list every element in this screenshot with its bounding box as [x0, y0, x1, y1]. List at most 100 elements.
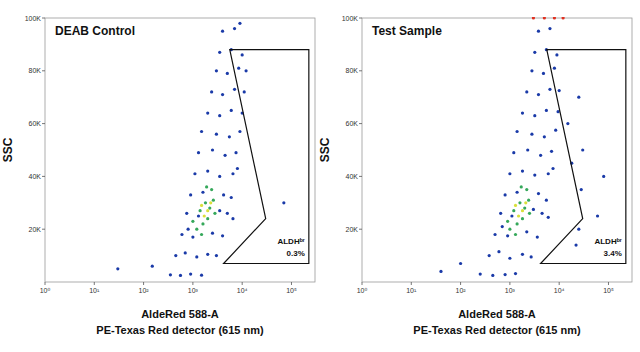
event-point — [218, 114, 221, 117]
gate — [541, 50, 626, 264]
plot-frame — [45, 18, 315, 282]
y-axis-label: SSC — [1, 137, 15, 162]
x-tick — [509, 282, 510, 285]
event-point — [521, 170, 524, 173]
event-point — [282, 201, 285, 204]
x-tick — [559, 282, 560, 285]
event-point — [233, 88, 236, 91]
event-point — [221, 234, 224, 237]
event-point — [493, 233, 496, 236]
event-point — [200, 204, 203, 207]
event-point — [169, 273, 172, 276]
event-point — [515, 130, 518, 133]
event-point — [554, 129, 557, 132]
y-tick — [359, 229, 362, 230]
event-point — [543, 135, 546, 138]
x-tick — [608, 282, 609, 285]
event-point — [211, 148, 214, 151]
x-axis-sublabel: PE-Texas Red detector (615 nm) — [96, 324, 264, 336]
event-point — [243, 90, 246, 93]
plot-frame — [362, 18, 632, 282]
event-point — [218, 209, 221, 212]
x-tick-label: 10¹ — [406, 287, 417, 294]
event-point — [512, 209, 515, 212]
event-point — [530, 255, 533, 258]
event-point — [210, 188, 213, 191]
event-point — [581, 148, 584, 151]
event-point — [222, 193, 225, 196]
y-tick-label: 20K — [346, 226, 359, 233]
event-point — [174, 254, 177, 257]
event-point — [200, 233, 203, 236]
event-point — [210, 90, 213, 93]
event-point — [187, 228, 190, 231]
event-point — [545, 199, 548, 202]
event-point — [548, 27, 551, 30]
y-axis-label: SSC — [318, 137, 332, 162]
y-tick-label: 100K — [25, 15, 42, 22]
event-point — [459, 262, 462, 265]
event-point — [179, 274, 182, 277]
x-tick-label: 10³ — [505, 287, 516, 294]
event-point — [515, 222, 518, 225]
event-point — [537, 30, 540, 33]
event-point — [201, 191, 204, 194]
event-point — [488, 254, 491, 257]
event-point — [203, 214, 206, 217]
event-point — [528, 212, 531, 215]
x-tick — [192, 282, 193, 285]
event-point — [215, 133, 218, 136]
event-point — [226, 72, 229, 75]
event-point — [514, 204, 517, 207]
event-point — [532, 208, 535, 211]
event-point — [539, 154, 542, 157]
event-point — [185, 212, 188, 215]
event-point — [213, 212, 216, 215]
event-point — [218, 51, 221, 54]
event-point — [577, 96, 580, 99]
x-tick-label: 10⁰ — [357, 287, 368, 294]
event-point — [151, 265, 154, 268]
event-point — [520, 185, 523, 188]
x-tick — [94, 282, 95, 285]
event-point — [553, 67, 556, 70]
gate-label: ALDHᵇʳ — [277, 237, 304, 246]
event-point — [195, 255, 198, 258]
event-point — [209, 201, 212, 204]
event-point — [228, 135, 231, 138]
event-point — [221, 93, 224, 96]
event-point — [200, 274, 203, 277]
y-tick — [359, 176, 362, 177]
x-axis-sublabel: PE-Texas Red detector (615 nm) — [413, 324, 581, 336]
y-tick-label: 60K — [346, 120, 359, 127]
event-point — [518, 201, 521, 204]
event-point — [525, 188, 528, 191]
event-point — [205, 185, 208, 188]
event-point — [558, 89, 561, 92]
event-point — [238, 22, 241, 25]
event-point — [515, 191, 518, 194]
event-point — [204, 201, 207, 204]
event-point — [226, 212, 229, 215]
event-point — [525, 90, 528, 93]
event-point — [234, 151, 237, 154]
event-point — [596, 214, 599, 217]
event-point — [212, 199, 215, 202]
event-point — [524, 201, 527, 204]
event-point — [508, 228, 511, 231]
panel: 10⁰10¹10²10³10⁴10⁵20K40K60K80K100KALDHᵇʳ… — [318, 15, 632, 337]
event-point — [189, 272, 192, 275]
event-point — [553, 17, 556, 20]
event-point — [542, 72, 545, 75]
event-point — [236, 167, 239, 170]
event-point — [540, 212, 543, 215]
event-point — [527, 199, 530, 202]
event-point — [116, 267, 119, 270]
panel-title: DEAB Control — [55, 24, 135, 38]
event-point — [231, 172, 234, 175]
event-point — [221, 30, 224, 33]
event-point — [547, 216, 550, 219]
event-point — [533, 51, 536, 54]
event-point — [504, 193, 507, 196]
event-point — [215, 254, 218, 257]
